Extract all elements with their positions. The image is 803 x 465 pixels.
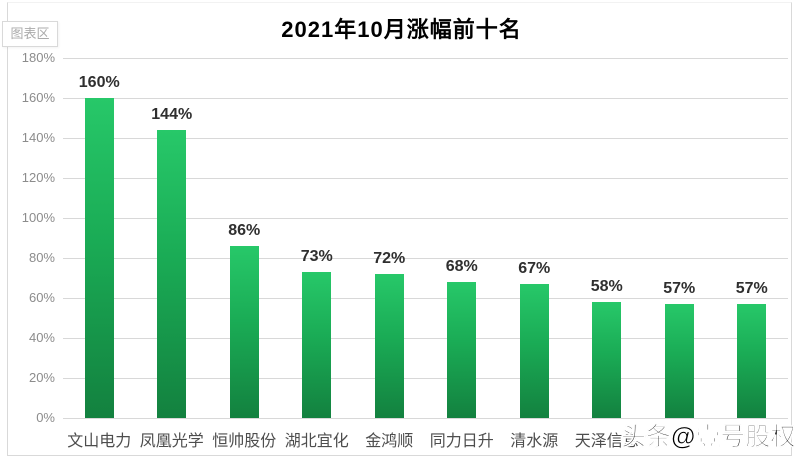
x-axis: 文山电力 凤凰光学 恒帅股份 湖北宜化 金鸿顺 同力日升 清水源 天泽信息 xyxy=(63,427,788,451)
bar[interactable] xyxy=(447,282,477,418)
category-label: 金鸿顺 xyxy=(365,433,414,450)
bar[interactable] xyxy=(157,130,187,418)
category-label: 凤凰光学 xyxy=(139,433,204,450)
gridline xyxy=(63,297,788,299)
bar-value-label: 58% xyxy=(590,278,623,295)
y-tick-label: 80% xyxy=(28,250,55,265)
category-label: 恒帅股份 xyxy=(212,433,277,450)
watermark: 头条@壹号股权 xyxy=(621,423,796,452)
plot-area[interactable]: 160% 144% 86% 73% 72% 68% 67% 58% 57% 57% xyxy=(63,57,788,419)
y-tick-label: 160% xyxy=(21,90,55,105)
y-tick-label: 40% xyxy=(28,330,55,345)
bar-value-label: 68% xyxy=(445,258,478,275)
gridline xyxy=(63,417,788,419)
gridline xyxy=(63,377,788,379)
y-tick-label: 20% xyxy=(28,370,55,385)
bar-value-label: 67% xyxy=(518,260,551,277)
bar[interactable] xyxy=(664,304,694,418)
bar[interactable] xyxy=(374,274,404,418)
category-label: 湖北宜化 xyxy=(284,433,349,450)
bar-value-label: 57% xyxy=(663,280,696,297)
y-tick-label: 140% xyxy=(21,130,55,145)
y-tick-label: 120% xyxy=(21,170,55,185)
bar[interactable] xyxy=(84,98,114,418)
y-tick-label: 0% xyxy=(36,410,55,425)
y-axis: 0% 20% 40% 60% 80% 100% 120% 140% 160% 180% xyxy=(0,50,55,428)
y-tick-label: 100% xyxy=(21,210,55,225)
gridline xyxy=(63,217,788,219)
bar-value-label: 144% xyxy=(151,106,193,123)
category-label: 清水源 xyxy=(510,433,559,450)
chart-area-tooltip: 图表区 xyxy=(2,21,58,47)
chart-area-tooltip-label: 图表区 xyxy=(10,26,50,41)
bar-value-label: 73% xyxy=(300,248,333,265)
gridline xyxy=(63,177,788,179)
gridline xyxy=(63,337,788,339)
bar[interactable] xyxy=(229,246,259,418)
gridline xyxy=(63,97,788,99)
chart-title: 2021年10月涨幅前十名 xyxy=(281,17,522,42)
category-label: 天泽信息 xyxy=(574,433,639,450)
category-label: 文山电力 xyxy=(67,433,132,450)
bar[interactable] xyxy=(302,272,332,418)
bar[interactable] xyxy=(737,304,767,418)
bar-value-label: 57% xyxy=(735,280,768,297)
gridline xyxy=(63,57,788,59)
y-tick-label: 60% xyxy=(28,290,55,305)
gridline xyxy=(63,257,788,259)
gridline xyxy=(63,137,788,139)
bar-value-label: 86% xyxy=(228,222,261,239)
y-tick-label: 180% xyxy=(21,50,55,65)
bar[interactable] xyxy=(592,302,622,418)
bar[interactable] xyxy=(519,284,549,418)
bar-value-label: 72% xyxy=(373,250,406,267)
bar-value-label: 160% xyxy=(78,74,120,91)
category-label: 同力日升 xyxy=(429,433,494,450)
